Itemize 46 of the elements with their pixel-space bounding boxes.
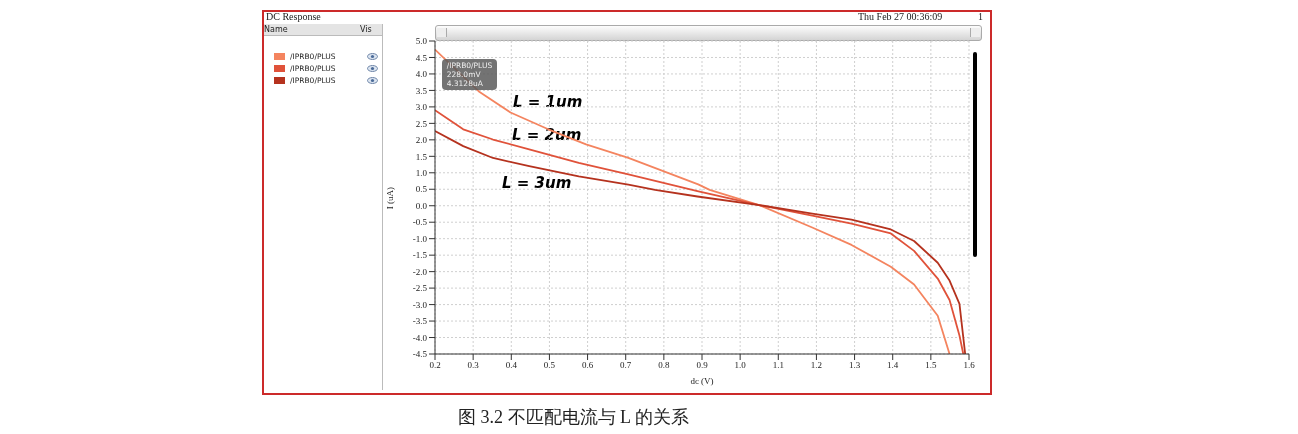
text: 1 xyxy=(978,11,983,22)
x-axis-title: dc (V) xyxy=(690,376,714,386)
y-tick-label: -4.0 xyxy=(412,332,428,343)
annotation: L = 1um xyxy=(513,93,583,111)
y-tick-label: 2.5 xyxy=(415,118,428,129)
y-tick-label: 5.0 xyxy=(415,36,428,47)
x-tick-label: 1.1 xyxy=(772,360,784,371)
y-tick-label: 3.0 xyxy=(415,102,428,113)
x-tick-label: 1.0 xyxy=(734,360,747,371)
x-tick-label: 1.2 xyxy=(810,360,823,371)
y-tick-label: -1.5 xyxy=(412,250,428,261)
x-tick-label: 0.7 xyxy=(620,360,632,371)
text: Name xyxy=(264,25,288,34)
y-tick-label: 2.0 xyxy=(415,135,428,146)
y-tick-label: -3.0 xyxy=(412,299,428,310)
y-tick-label: -4.5 xyxy=(412,349,428,360)
x-tick-label: 1.3 xyxy=(848,360,861,371)
y-tick-label: -3.5 xyxy=(412,316,428,327)
x-tick-label: 0.8 xyxy=(658,360,670,371)
x-tick-label: 0.6 xyxy=(581,360,594,371)
y-axis-title: I (uA) xyxy=(385,186,395,209)
y-tick-label: -1.0 xyxy=(412,233,428,244)
text: Thu Feb 27 00:36:09 xyxy=(858,11,943,22)
x-tick-label: 1.5 xyxy=(925,360,937,371)
x-tick-label: 1.6 xyxy=(963,360,976,371)
y-tick-label: 1.0 xyxy=(415,167,428,178)
caption: 图 3.2 不匹配电流与 L 的关系 xyxy=(458,406,689,429)
x-tick-label: 0.9 xyxy=(696,360,709,371)
x-tick-label: 0.4 xyxy=(505,360,518,371)
y-tick-label: 1.5 xyxy=(415,151,428,162)
annotation: L = 3um xyxy=(502,174,572,192)
y-tick-label: 3.5 xyxy=(415,85,428,96)
y-tick-label: -0.5 xyxy=(412,217,428,228)
x-tick-label: 1.4 xyxy=(887,360,899,371)
y-tick-label: 0.0 xyxy=(415,200,428,211)
y-tick-label: 4.0 xyxy=(415,69,428,80)
x-tick-label: 0.5 xyxy=(543,360,556,371)
text: DC Response xyxy=(266,11,321,22)
y-tick-label: 4.5 xyxy=(415,52,428,63)
y-tick-label: -2.0 xyxy=(412,266,428,277)
line-series xyxy=(435,48,951,354)
x-tick-label: 0.3 xyxy=(467,360,480,371)
text: Vis xyxy=(360,25,372,34)
y-tick-label: -2.5 xyxy=(412,283,428,294)
x-tick-label: 0.2 xyxy=(429,360,441,371)
y-tick-label: 0.5 xyxy=(415,184,428,195)
